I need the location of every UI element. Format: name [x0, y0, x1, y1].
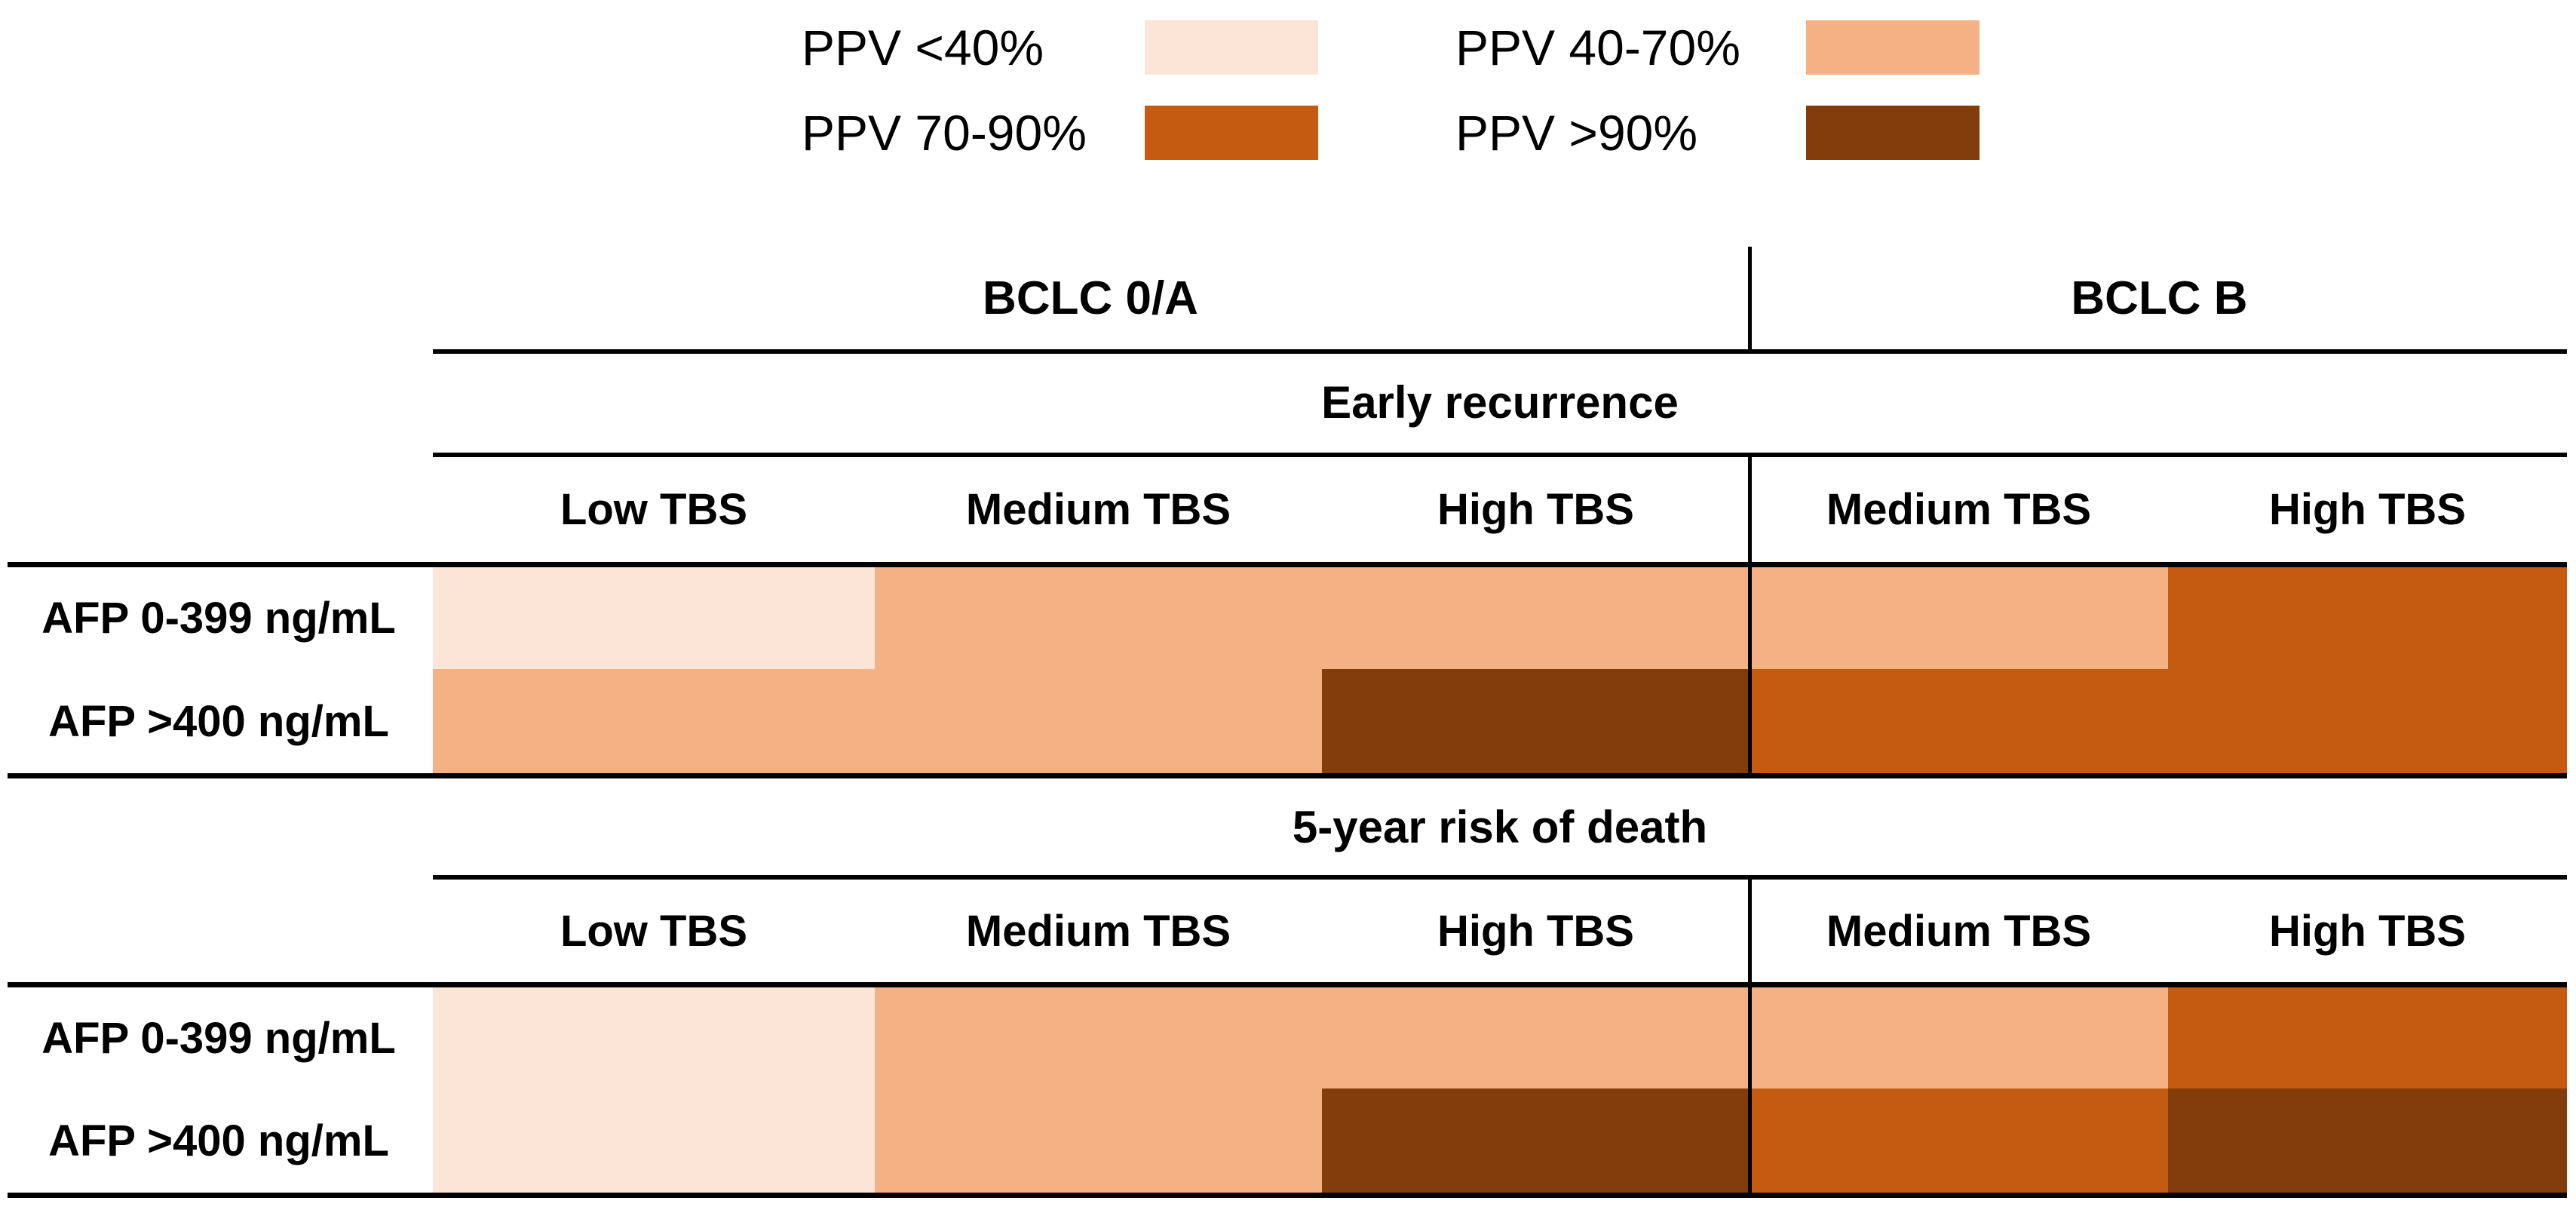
heatmap-cell-s2-r1-b-high [2168, 987, 2567, 1089]
divider-bclc-header [1748, 247, 1752, 349]
rule-under-5-year-title [433, 875, 2567, 880]
column-header-s1-medium-tbs: Medium TBS [965, 485, 1231, 534]
heatmap-cell-s2-r2-medium [875, 1089, 1322, 1193]
section-title-5-year-risk: 5-year risk of death [1292, 801, 1708, 852]
column-header-s1-low-tbs: Low TBS [560, 485, 748, 534]
rule-under-early-recurrence-title [433, 453, 2567, 457]
legend-label-ppv-70-90: PPV 70-90% [802, 105, 1087, 161]
rule-above-table2-rows [8, 982, 2567, 987]
group-header-bclc-0a: BCLC 0/A [983, 272, 1198, 324]
heatmap-cell-s2-r1-low [433, 987, 875, 1089]
rule-below-table1-rows [8, 773, 2567, 778]
heatmap-cell-s2-r2-b-medium [1750, 1089, 2168, 1193]
heatmap-cell-s1-r1-high [1322, 567, 1750, 669]
heatmap-cell-s2-r1-high [1322, 987, 1750, 1089]
heatmap-cell-s2-r2-b-high [2168, 1089, 2567, 1193]
heatmap-cell-s1-r2-b-high [2168, 669, 2567, 773]
rule-under-group-headers [433, 349, 2567, 354]
heatmap-cell-s1-r1-low [433, 567, 875, 669]
heatmap-cell-s1-r2-low [433, 669, 875, 773]
column-header-s2-low-tbs: Low TBS [560, 906, 748, 956]
legend-label-ppv-lt40: PPV <40% [802, 20, 1044, 75]
legend-label-ppv-40-70: PPV 40-70% [1455, 20, 1740, 75]
row-label-s2-afp-gt400: AFP >400 ng/mL [48, 1116, 389, 1165]
heatmap-cell-s2-r1-medium [875, 987, 1322, 1089]
row-label-s1-afp-gt400: AFP >400 ng/mL [48, 696, 389, 746]
group-header-bclc-b: BCLC B [2071, 272, 2248, 324]
column-header-s1-high-tbs: High TBS [1437, 485, 1634, 534]
heatmap-cell-s1-r2-b-medium [1750, 669, 2168, 773]
divider-table2 [1748, 880, 1752, 1198]
heatmap-cell-s1-r1-b-high [2168, 567, 2567, 669]
legend-swatch-ppv-lt40 [1145, 20, 1318, 75]
heatmap-cell-s1-r2-high [1322, 669, 1750, 773]
legend-swatch-ppv-40-70 [1806, 20, 1980, 75]
column-header-s2-medium-tbs: Medium TBS [965, 906, 1231, 956]
heatmap-cell-s2-r1-b-medium [1750, 987, 2168, 1089]
column-header-s2-b-high-tbs: High TBS [2269, 906, 2466, 956]
row-label-s2-afp-0-399: AFP 0-399 ng/mL [41, 1013, 396, 1063]
column-header-s1-b-high-tbs: High TBS [2269, 485, 2466, 534]
heatmap-cell-s2-r2-low [433, 1089, 875, 1193]
section-title-early-recurrence: Early recurrence [1321, 376, 1679, 428]
legend-label-ppv-gt90: PPV >90% [1455, 105, 1698, 161]
column-header-s2-high-tbs: High TBS [1437, 906, 1634, 956]
legend-swatch-ppv-70-90 [1145, 106, 1318, 160]
divider-table1 [1748, 457, 1752, 778]
column-header-s2-b-medium-tbs: Medium TBS [1826, 906, 2092, 956]
row-label-s1-afp-0-399: AFP 0-399 ng/mL [41, 594, 396, 643]
heatmap-cell-s1-r2-medium [875, 669, 1322, 773]
legend-swatch-ppv-gt90 [1806, 106, 1980, 160]
rule-below-table2-rows [8, 1193, 2567, 1198]
heatmap-cell-s1-r1-b-medium [1750, 567, 2168, 669]
heatmap-cell-s1-r1-medium [875, 567, 1322, 669]
column-header-s1-b-medium-tbs: Medium TBS [1826, 485, 2092, 534]
heatmap-cell-s2-r2-high [1322, 1089, 1750, 1193]
rule-above-table1-rows [8, 562, 2567, 567]
